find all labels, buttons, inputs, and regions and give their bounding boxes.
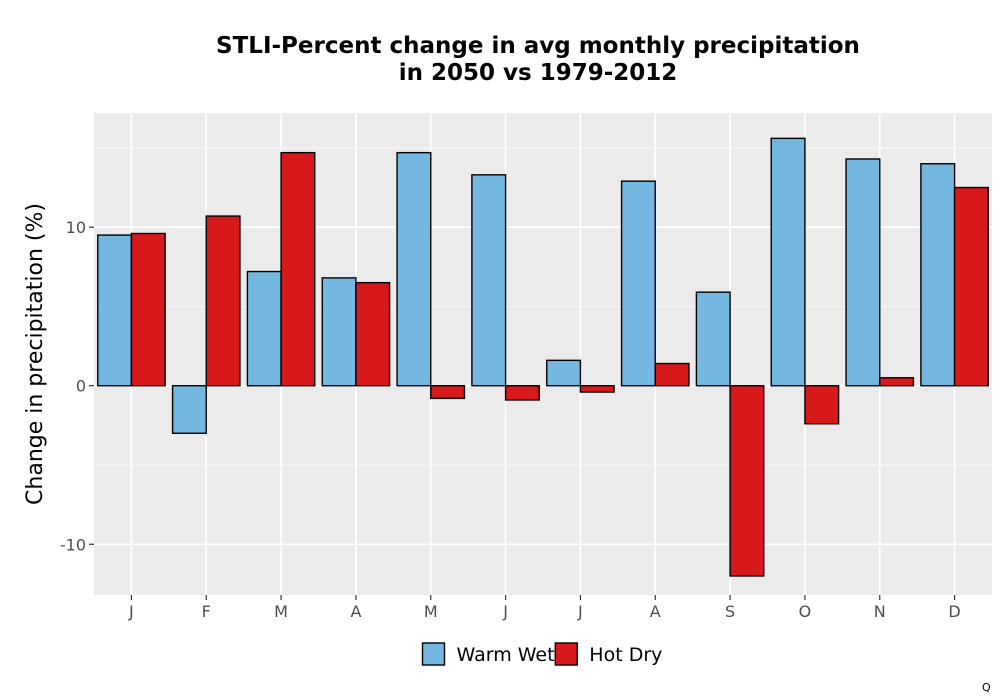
bar-hot-dry — [804, 385, 840, 425]
legend: Warm Wet Hot Dry — [421, 642, 662, 666]
bar-hot-dry — [205, 215, 241, 387]
x-tick-label: A — [650, 602, 661, 621]
chart-title-line-2: in 2050 vs 1979-2012 — [399, 60, 678, 86]
bar-warm-wet — [695, 291, 731, 387]
bar-warm-wet — [920, 163, 956, 387]
bars — [97, 137, 989, 577]
bar-warm-wet — [97, 234, 133, 387]
x-tick-label: J — [128, 602, 134, 621]
x-tick-label: M — [274, 602, 288, 621]
x-tick-label: O — [799, 602, 812, 621]
bar-hot-dry — [654, 362, 690, 387]
bar-hot-dry — [579, 385, 615, 393]
x-tick-label: A — [350, 602, 361, 621]
x-tick-label: S — [725, 602, 735, 621]
bar-warm-wet — [620, 180, 656, 387]
bar-warm-wet — [471, 174, 507, 387]
y-tick-label: 0 — [76, 377, 86, 396]
corner-mark: Q — [982, 681, 991, 694]
y-axis-ticks: -10 0 10 — [60, 218, 94, 554]
bar-hot-dry — [953, 186, 989, 387]
x-tick-label: D — [948, 602, 960, 621]
bar-warm-wet — [845, 158, 881, 387]
y-tick-label: -10 — [60, 535, 86, 554]
legend-key-warm-wet — [421, 642, 446, 666]
x-tick-label: M — [424, 602, 438, 621]
bar-warm-wet — [321, 277, 357, 387]
x-tick-label: J — [502, 602, 508, 621]
bar-warm-wet — [246, 270, 282, 387]
bar-hot-dry — [355, 281, 391, 387]
bar-warm-wet — [546, 359, 582, 387]
bar-hot-dry — [430, 385, 466, 400]
x-tick-label: N — [874, 602, 886, 621]
minor-gridlines — [94, 147, 992, 466]
bar-hot-dry — [280, 151, 316, 387]
bar-warm-wet — [171, 385, 207, 434]
bar-hot-dry — [130, 232, 166, 387]
bar-hot-dry — [729, 385, 765, 577]
chart-title-line-1: STLI-Percent change in avg monthly preci… — [216, 33, 860, 59]
x-tick-label: J — [577, 602, 583, 621]
legend-label-warm-wet: Warm Wet — [457, 644, 555, 666]
y-axis-title: Change in precipitation (%) — [23, 203, 48, 505]
legend-label-hot-dry: Hot Dry — [589, 644, 662, 666]
bar-warm-wet — [770, 137, 806, 387]
bar-hot-dry — [504, 385, 540, 401]
bar-hot-dry — [879, 377, 915, 387]
y-tick-label: 10 — [66, 218, 86, 237]
plot-panel — [94, 113, 992, 595]
legend-key-hot-dry — [554, 642, 578, 666]
x-tick-label: F — [202, 602, 211, 621]
bar-warm-wet — [396, 151, 432, 387]
